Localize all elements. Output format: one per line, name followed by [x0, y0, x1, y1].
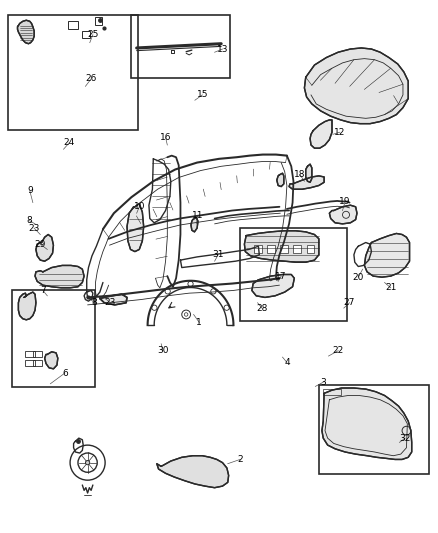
Text: 16: 16 [160, 133, 171, 142]
Text: 15: 15 [197, 91, 208, 99]
Bar [319, 385, 429, 474]
Bar [33, 351, 42, 357]
Bar [25, 360, 35, 366]
Polygon shape [310, 120, 332, 148]
Bar [240, 228, 347, 321]
Polygon shape [100, 294, 127, 305]
Text: 30: 30 [157, 346, 169, 355]
Bar [95, 17, 102, 25]
Text: 18: 18 [294, 171, 306, 179]
Bar [82, 31, 90, 38]
Polygon shape [304, 48, 408, 124]
Polygon shape [35, 265, 84, 288]
Text: 2: 2 [237, 455, 243, 464]
Bar [33, 360, 42, 366]
Text: 11: 11 [192, 212, 204, 220]
Text: 1: 1 [196, 318, 202, 327]
Bar [280, 245, 288, 253]
Bar [267, 245, 275, 253]
Text: 13: 13 [217, 45, 228, 53]
Text: 3: 3 [320, 378, 326, 386]
Text: 6: 6 [62, 369, 68, 377]
Bar [12, 290, 95, 387]
Text: 19: 19 [339, 197, 351, 206]
Polygon shape [18, 20, 34, 44]
Polygon shape [277, 173, 284, 187]
Text: 23: 23 [28, 224, 40, 232]
Text: 21: 21 [385, 284, 396, 292]
Text: 24: 24 [64, 139, 75, 147]
Polygon shape [329, 205, 357, 224]
Text: 29: 29 [35, 240, 46, 248]
Text: 20: 20 [353, 273, 364, 281]
Bar [307, 245, 314, 253]
Text: 31: 31 [212, 251, 224, 259]
Text: 4: 4 [284, 358, 290, 367]
Polygon shape [45, 352, 58, 369]
Bar [131, 15, 230, 78]
Text: 26: 26 [85, 75, 97, 83]
Text: 23: 23 [105, 298, 116, 307]
Text: 25: 25 [87, 30, 99, 39]
Polygon shape [306, 164, 312, 182]
Bar [293, 245, 301, 253]
Bar [68, 21, 78, 29]
Text: 8: 8 [26, 216, 32, 225]
Polygon shape [18, 292, 36, 320]
Circle shape [85, 461, 90, 465]
Bar [8, 15, 138, 130]
Polygon shape [252, 274, 294, 297]
Polygon shape [244, 231, 319, 262]
Text: 9: 9 [27, 187, 33, 195]
Text: 27: 27 [344, 298, 355, 307]
Polygon shape [289, 176, 324, 189]
Bar [323, 389, 341, 395]
Text: 17: 17 [276, 272, 287, 280]
Text: 7: 7 [40, 286, 46, 295]
Text: 8: 8 [91, 298, 97, 307]
Polygon shape [191, 217, 198, 232]
Polygon shape [157, 456, 229, 488]
Polygon shape [36, 235, 53, 261]
Text: 22: 22 [332, 346, 344, 355]
Text: 32: 32 [399, 434, 411, 442]
Bar [254, 245, 262, 253]
Polygon shape [127, 204, 144, 252]
Polygon shape [364, 233, 410, 277]
Polygon shape [322, 388, 412, 459]
Text: 12: 12 [334, 128, 346, 136]
Text: 28: 28 [256, 304, 268, 312]
Bar [25, 351, 35, 357]
Text: 10: 10 [134, 203, 145, 211]
